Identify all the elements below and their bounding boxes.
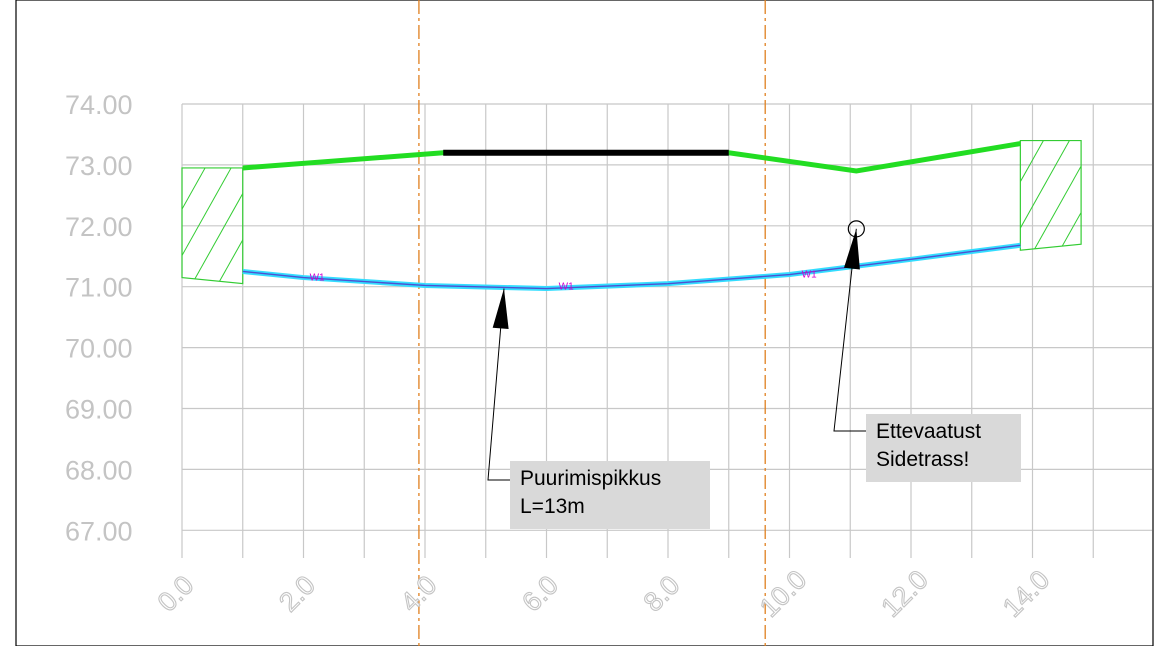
y-tick-label: 67.00 xyxy=(65,516,133,546)
hatch-line xyxy=(1020,140,1082,251)
vertical-markers xyxy=(418,0,766,646)
ground-surface-line xyxy=(242,141,1021,174)
x-tick-label: 6.0 xyxy=(516,570,564,618)
hatch-line xyxy=(1020,140,1039,251)
x-tick-label: 12.0 xyxy=(875,564,933,622)
hatched-area xyxy=(181,38,512,288)
hatch-line xyxy=(182,167,243,284)
hatched-area-outline xyxy=(181,167,244,285)
x-tick-label: 10.0 xyxy=(754,564,812,622)
hatch-line xyxy=(346,38,486,288)
drawing-frame xyxy=(15,0,1154,646)
leader-arrowhead xyxy=(492,288,509,330)
x-tick-label: 0.0 xyxy=(152,570,200,618)
y-tick-label: 70.00 xyxy=(65,334,133,364)
y-tick-label: 69.00 xyxy=(65,395,133,425)
callout-cable-warning: Ettevaatust Sidetrass! xyxy=(866,414,1021,482)
pipe-centerline xyxy=(242,244,1021,290)
y-tick-label: 72.00 xyxy=(65,212,133,242)
hatch-line xyxy=(846,11,986,261)
y-tick-labels: 74.00 73.00 72.00 71.00 70.00 69.00 68.00 67.00 xyxy=(65,90,133,546)
pipe-tags: W1 W1 W1 xyxy=(310,270,818,293)
hatch-line xyxy=(182,167,243,284)
hatched-area-outline xyxy=(1019,139,1082,251)
pipe-line xyxy=(242,242,1021,292)
leader-line xyxy=(833,228,866,432)
x-tick-label: 4.0 xyxy=(395,570,443,618)
leader-arrowhead xyxy=(843,228,860,270)
hatch-line xyxy=(872,11,1012,261)
y-tick-label: 68.00 xyxy=(65,455,133,485)
y-tick-label: 74.00 xyxy=(65,90,133,120)
pipe-tag: W1 xyxy=(310,273,325,284)
x-tick-label: 8.0 xyxy=(638,570,686,618)
series-lines xyxy=(242,141,1021,292)
x-tick-labels: 0.0 2.0 4.0 6.0 8.0 10.0 12.0 14.0 xyxy=(151,564,1056,623)
annotation-leaders xyxy=(487,220,866,481)
hatch-line xyxy=(189,167,243,284)
callout-drilling-length-line1: Puurimispikkus xyxy=(520,467,662,490)
hatched-areas xyxy=(181,11,1169,288)
hatch-line xyxy=(820,11,960,261)
circle-marker xyxy=(847,220,865,238)
callout-drilling-length-line2: L=13m xyxy=(520,495,585,518)
hatch-line xyxy=(372,38,512,288)
hatch-line xyxy=(1158,11,1169,261)
y-tick-label: 71.00 xyxy=(65,273,133,303)
hatch-line xyxy=(1053,140,1082,251)
x-tick-label: 2.0 xyxy=(273,570,321,618)
hatch-line xyxy=(1020,140,1065,251)
callout-cable-warning-line2: Sidetrass! xyxy=(876,448,970,471)
hatch-line xyxy=(1027,140,1082,251)
hatch-line xyxy=(215,167,243,284)
leader-line xyxy=(487,288,510,481)
pipe-tag: W1 xyxy=(802,270,817,281)
hatch-line xyxy=(1106,11,1169,261)
hatched-area-lines xyxy=(820,11,1169,261)
hatch-line xyxy=(1020,140,1082,251)
callout-cable-warning-line1: Ettevaatust xyxy=(876,420,982,443)
hatched-area xyxy=(820,11,1169,261)
callout-drilling-length: Puurimispikkus L=13m xyxy=(510,461,710,529)
x-tick-label: 14.0 xyxy=(997,564,1055,622)
y-tick-label: 73.00 xyxy=(65,151,133,181)
hatch-line xyxy=(1132,11,1169,261)
hatched-area-lines xyxy=(182,38,512,288)
pipe-tag: W1 xyxy=(559,282,574,293)
